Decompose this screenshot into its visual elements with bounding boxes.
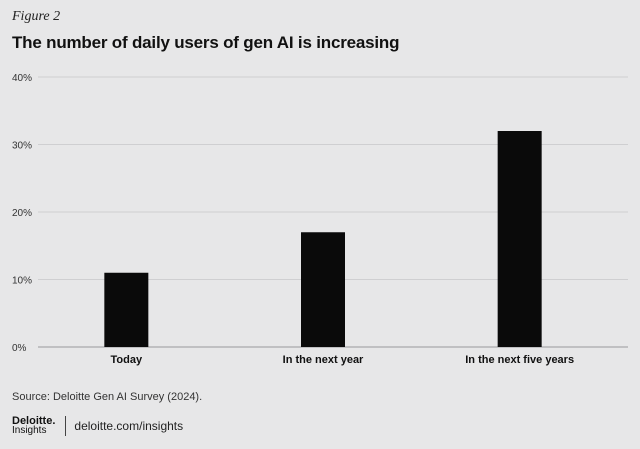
bar [104, 272, 149, 347]
y-tick-label: 0% [12, 343, 27, 354]
y-tick-label: 40% [12, 73, 32, 84]
logo-wordmark: Deloitte [12, 415, 53, 427]
chart-title: The number of daily users of gen AI is i… [12, 33, 400, 52]
figure-label: Figure 2 [12, 9, 61, 24]
brand-footer: Deloitte. Insights deloitte.com/insights [12, 416, 183, 436]
y-tick-label: 30% [12, 141, 32, 152]
y-tick-label: 20% [12, 208, 32, 219]
logo-dot: . [52, 415, 56, 427]
y-tick-label: 10% [12, 276, 32, 287]
x-tick-label: In the next year [283, 354, 364, 366]
bar [497, 131, 542, 347]
source-note: Source: Deloitte Gen AI Survey (2024). [12, 391, 203, 403]
logo-subtitle: Insights [12, 425, 47, 436]
x-tick-label: Today [111, 354, 143, 366]
deloitte-insights-logo: Deloitte. Insights [12, 416, 55, 436]
bar [301, 232, 345, 347]
brand-url: deloitte.com/insights [74, 419, 184, 433]
bar-chart: 0% 10% 20% 30% 40% Today In the next year In th… [12, 73, 628, 366]
x-tick-label: In the next five years [465, 354, 574, 366]
brand-divider [65, 416, 67, 436]
